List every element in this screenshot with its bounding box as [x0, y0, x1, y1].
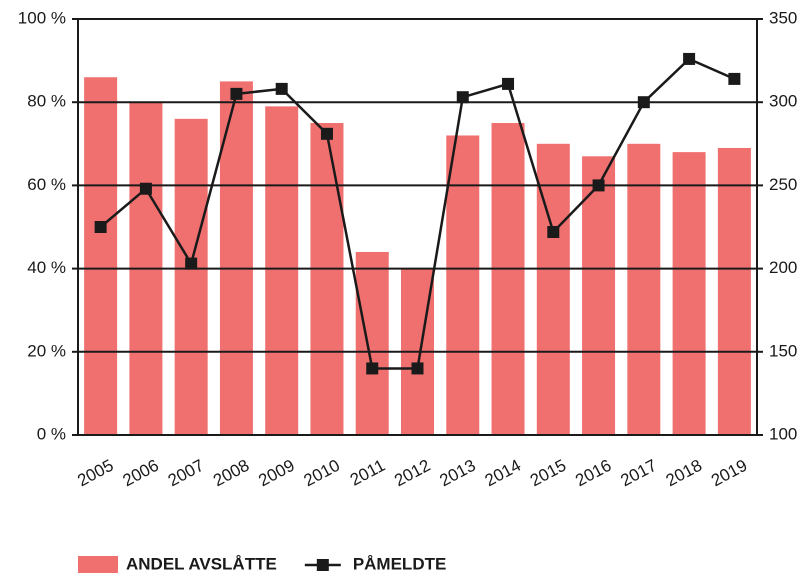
y2-tick-label: 300	[769, 92, 797, 111]
y2-tick-label: 100	[769, 424, 797, 443]
x-tick-label: 2009	[255, 456, 297, 491]
marker	[502, 77, 515, 90]
bar	[310, 123, 344, 435]
marker	[592, 179, 605, 192]
y-tick-label: 80 %	[27, 92, 66, 111]
bar	[174, 118, 208, 435]
y-tick-label: 100 %	[18, 8, 66, 27]
bar	[627, 143, 661, 436]
marker	[320, 127, 333, 140]
x-tick-label: 2017	[617, 456, 659, 491]
y2-tick-label: 350	[769, 8, 797, 27]
bar	[582, 156, 616, 435]
y2-tick-label: 150	[769, 341, 797, 360]
x-tick-label: 2019	[708, 456, 750, 491]
marker	[94, 221, 107, 233]
legend-marker	[316, 559, 329, 571]
x-tick-label: 2015	[527, 456, 569, 491]
legend-label: PÅMELDTE	[353, 554, 447, 573]
y-tick-label: 20 %	[27, 341, 66, 360]
legend-label: ANDEL AVSLÅTTE	[126, 554, 277, 573]
bar	[219, 81, 253, 436]
marker	[547, 225, 560, 238]
marker	[275, 82, 288, 95]
x-tick-label: 2016	[572, 456, 614, 491]
bar	[672, 152, 706, 435]
x-tick-label: 2013	[436, 456, 478, 491]
marker	[456, 91, 469, 104]
x-tick-label: 2014	[482, 456, 524, 491]
plot-frame	[77, 18, 758, 436]
bar	[717, 147, 751, 435]
y-tick-label: 0 %	[37, 424, 66, 443]
marker	[637, 96, 650, 109]
bar	[265, 106, 299, 436]
bar	[355, 251, 389, 435]
x-tick-label: 2018	[663, 456, 705, 491]
bar	[536, 143, 570, 436]
bar	[491, 123, 525, 435]
x-tick-label: 2008	[210, 456, 252, 491]
y2-tick-label: 250	[769, 175, 797, 194]
x-tick-label: 2012	[391, 456, 433, 491]
marker	[683, 52, 696, 65]
x-tick-label: 2011	[347, 456, 388, 490]
x-tick-label: 2005	[74, 456, 116, 491]
bar	[446, 135, 480, 436]
marker	[139, 182, 152, 195]
marker	[366, 362, 379, 375]
bar	[84, 77, 118, 436]
marker	[185, 257, 198, 270]
y2-tick-label: 200	[769, 258, 797, 277]
y-tick-label: 40 %	[27, 258, 66, 277]
x-tick-label: 2007	[165, 456, 207, 491]
marker	[411, 362, 424, 375]
x-tick-label: 2006	[120, 456, 162, 491]
marker	[728, 72, 741, 85]
x-tick-label: 2010	[301, 456, 343, 491]
y-tick-label: 60 %	[27, 175, 66, 194]
legend-swatch	[78, 556, 118, 574]
marker	[230, 87, 243, 100]
